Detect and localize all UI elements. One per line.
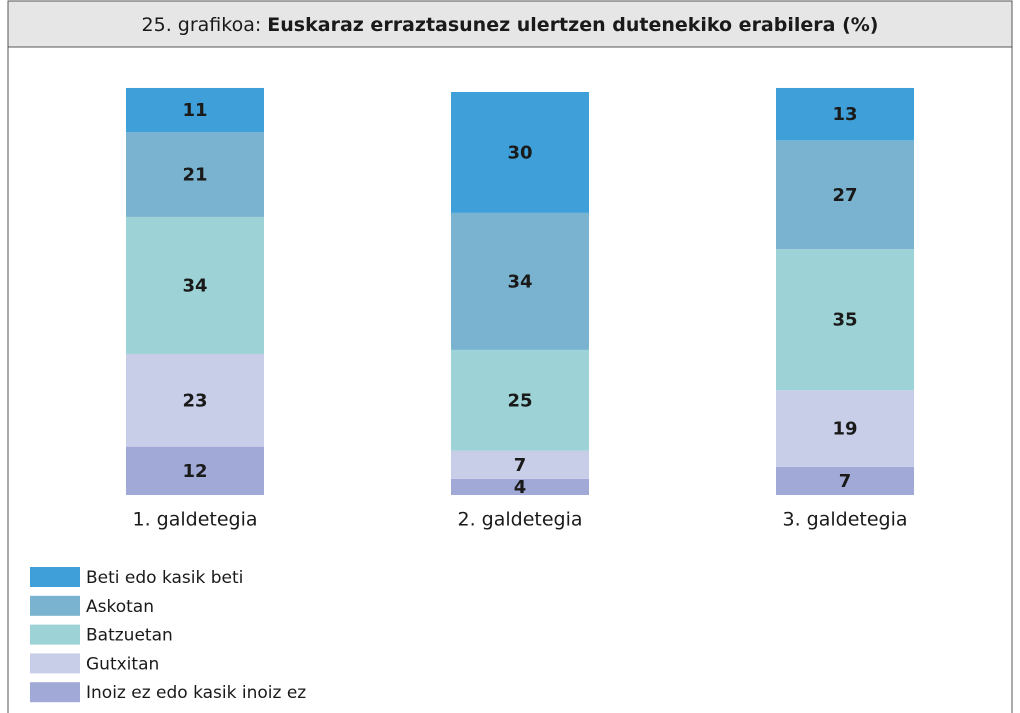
legend-swatch <box>30 682 80 703</box>
bar-segment <box>776 466 914 495</box>
bar-segment <box>126 216 264 354</box>
data-label: 25 <box>507 390 532 411</box>
data-label: 7 <box>839 471 852 492</box>
legend-swatch <box>30 567 80 587</box>
data-label: 27 <box>832 185 857 206</box>
data-label: 13 <box>832 104 857 125</box>
legend-swatch <box>30 624 80 645</box>
bar-segment <box>451 349 589 451</box>
data-label: 21 <box>182 165 207 186</box>
bar-segment <box>126 446 264 495</box>
bar-segment <box>776 140 914 250</box>
title-main: Euskaraz erraztasunez ulertzen dutenekik… <box>267 14 878 36</box>
legend-label: Askotan <box>86 597 154 617</box>
chart-title: 25. grafikoa: Euskaraz erraztasunez uler… <box>142 14 879 36</box>
bar-segment <box>776 249 914 391</box>
data-label: 4 <box>514 477 527 498</box>
data-label: 11 <box>182 100 207 121</box>
bar-segment <box>451 212 589 350</box>
bar-segment <box>451 92 589 213</box>
legend-label: Beti edo kasik beti <box>86 568 243 588</box>
legend-swatch <box>30 653 80 674</box>
data-label: 35 <box>832 310 857 331</box>
legend-swatch <box>30 595 80 616</box>
data-label: 23 <box>182 390 207 411</box>
data-label: 30 <box>507 142 532 163</box>
bar-segment <box>776 87 914 141</box>
bar-segment <box>451 478 589 495</box>
x-tick-label: 3. galdetegia <box>782 509 907 531</box>
data-label: 19 <box>832 419 857 440</box>
title-label: 25. grafikoa: <box>142 14 262 36</box>
bar-segment <box>126 132 264 217</box>
legend-label: Inoiz ez edo kasik inoiz ez <box>86 683 306 703</box>
x-tick-label: 1. galdetegia <box>132 509 257 531</box>
legend-label: Batzuetan <box>86 626 173 646</box>
data-label: 12 <box>182 461 207 482</box>
data-label: 34 <box>182 275 207 296</box>
title-band <box>7 0 1013 48</box>
bar-segment <box>451 450 589 479</box>
data-label: 7 <box>514 455 527 476</box>
x-tick-label: 2. galdetegia <box>457 509 582 531</box>
bar-segment <box>126 87 264 133</box>
bar-segment <box>126 353 264 447</box>
legend-label: Gutxitan <box>86 654 159 674</box>
bar-segment <box>776 390 914 467</box>
data-label: 34 <box>507 271 532 292</box>
